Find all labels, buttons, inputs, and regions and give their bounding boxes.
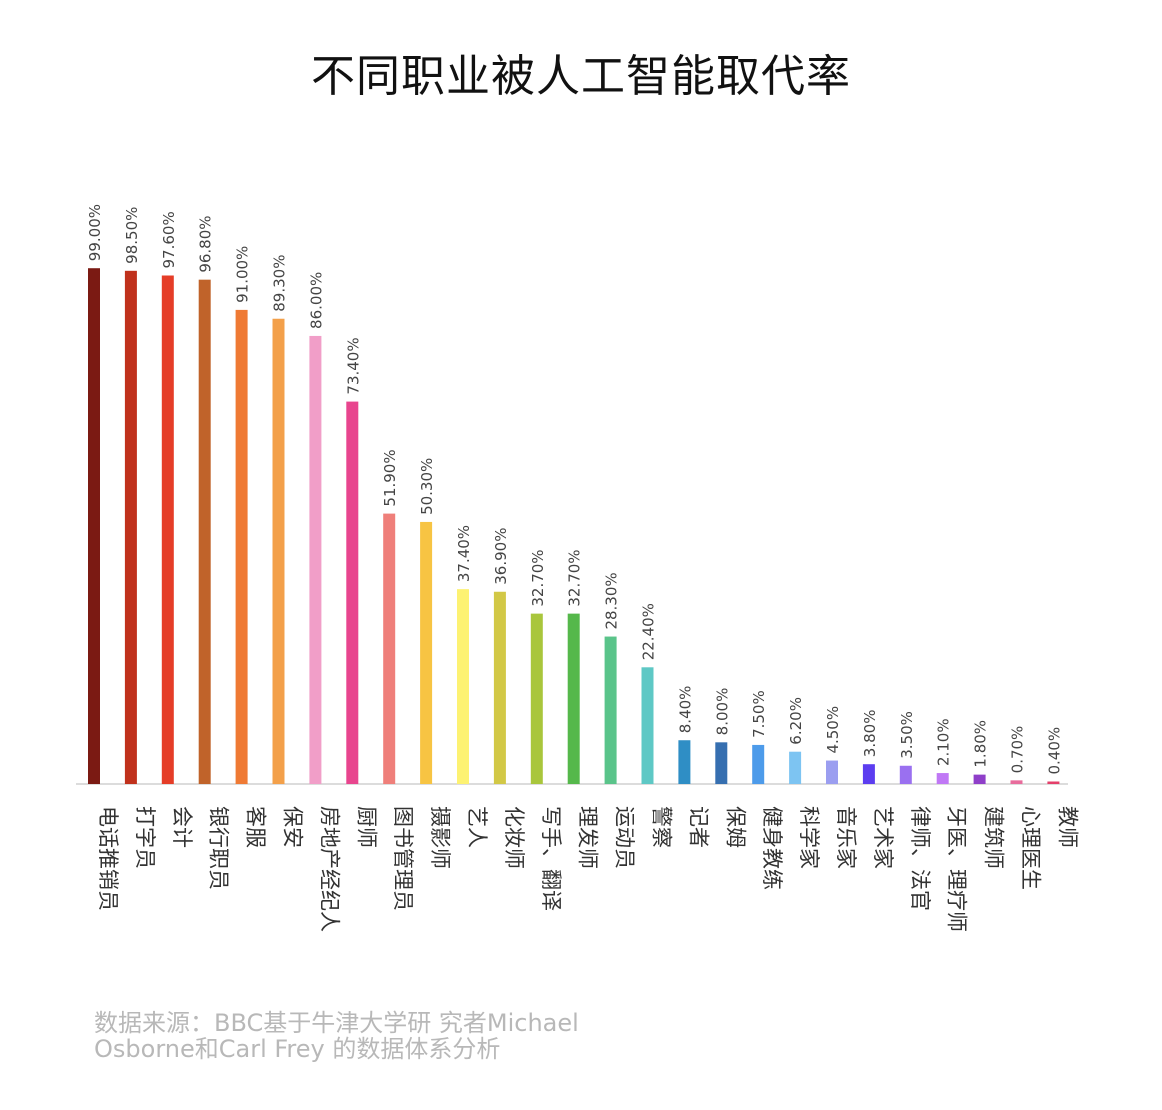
data-label: 28.30% bbox=[603, 572, 621, 629]
category-label: 教师 bbox=[1055, 806, 1079, 848]
data-label: 50.30% bbox=[418, 458, 436, 515]
bar bbox=[198, 279, 211, 784]
category-label: 记者 bbox=[686, 806, 710, 848]
data-label: 37.40% bbox=[455, 525, 473, 582]
data-label: 32.70% bbox=[529, 549, 547, 606]
data-label: 32.70% bbox=[566, 549, 584, 606]
bar bbox=[309, 335, 322, 784]
bar bbox=[899, 765, 912, 784]
bar bbox=[88, 268, 100, 785]
bar bbox=[530, 613, 543, 784]
bar bbox=[789, 751, 802, 784]
bar bbox=[604, 636, 617, 784]
data-label: 97.60% bbox=[160, 211, 178, 268]
category-label: 心理医生 bbox=[1019, 806, 1043, 890]
bar bbox=[973, 774, 986, 784]
category-label: 化妆师 bbox=[502, 806, 526, 869]
bar bbox=[457, 589, 469, 784]
data-label: 73.40% bbox=[344, 337, 362, 394]
bar bbox=[936, 773, 949, 784]
category-label: 摄影师 bbox=[428, 806, 452, 869]
bar bbox=[826, 760, 838, 784]
data-label: 4.50% bbox=[824, 706, 842, 754]
category-label: 图书管理员 bbox=[391, 806, 415, 911]
bar bbox=[124, 270, 137, 784]
bar bbox=[641, 667, 654, 784]
bar bbox=[567, 613, 580, 784]
category-label: 警察 bbox=[650, 806, 674, 848]
category-label: 律师、法官 bbox=[908, 806, 932, 911]
category-label: 打字员 bbox=[133, 806, 157, 869]
category-label: 银行职员 bbox=[207, 806, 231, 890]
bar bbox=[752, 744, 765, 784]
bar bbox=[862, 764, 875, 784]
bar bbox=[383, 513, 396, 784]
source-line-1: 数据来源：BBC基于牛津大学研 究者Michael bbox=[94, 1009, 579, 1037]
data-label: 2.10% bbox=[935, 718, 953, 766]
category-label: 写手、翻译 bbox=[539, 806, 563, 911]
category-label: 会计 bbox=[170, 806, 194, 848]
category-label: 保安 bbox=[281, 806, 305, 848]
bar bbox=[235, 309, 248, 784]
data-label: 0.70% bbox=[1009, 726, 1027, 774]
data-label: 0.40% bbox=[1045, 727, 1063, 775]
bar-chart: 99.00% 电话推销员 98.50% 打字员 97.60% 会计 96.80% 银行职员 91… bbox=[76, 204, 1079, 932]
data-label: 99.00% bbox=[86, 204, 104, 261]
data-label: 8.40% bbox=[676, 686, 694, 734]
data-label: 1.80% bbox=[972, 720, 990, 768]
bar bbox=[161, 275, 174, 784]
data-source-note: 数据来源：BBC基于牛津大学研 究者Michael Osborne和Carl F… bbox=[94, 1010, 694, 1062]
bar bbox=[715, 742, 728, 784]
data-label: 8.00% bbox=[713, 688, 731, 736]
category-label: 健身教练 bbox=[760, 806, 784, 890]
data-label: 98.50% bbox=[123, 207, 141, 264]
bar bbox=[346, 401, 359, 784]
category-label: 牙医、理疗师 bbox=[945, 806, 969, 932]
bar bbox=[1010, 780, 1023, 784]
data-label: 89.30% bbox=[271, 255, 289, 312]
bar bbox=[1047, 781, 1060, 784]
category-label: 建筑师 bbox=[982, 806, 1006, 869]
category-label: 电话推销员 bbox=[96, 806, 120, 911]
category-label: 房地产经纪人 bbox=[317, 806, 341, 932]
bar bbox=[678, 740, 691, 784]
category-label: 科学家 bbox=[797, 806, 821, 869]
data-label: 96.80% bbox=[197, 215, 215, 272]
category-label: 艺术家 bbox=[871, 806, 895, 869]
category-label: 客服 bbox=[244, 806, 268, 848]
bar bbox=[493, 591, 506, 784]
data-label: 7.50% bbox=[750, 690, 768, 738]
chart-title: 不同职业被人工智能取代率 bbox=[311, 51, 851, 102]
category-label: 理发师 bbox=[576, 806, 600, 869]
data-label: 3.50% bbox=[898, 711, 916, 759]
source-line-2: Osborne和Carl Frey 的数据体系分析 bbox=[94, 1035, 501, 1063]
category-label: 艺人 bbox=[465, 806, 489, 848]
bar bbox=[272, 318, 285, 784]
bar bbox=[420, 521, 433, 784]
data-label: 51.90% bbox=[381, 449, 399, 506]
category-label: 音乐家 bbox=[834, 806, 858, 869]
data-label: 36.90% bbox=[492, 528, 510, 585]
data-label: 91.00% bbox=[234, 246, 252, 303]
category-label: 保姆 bbox=[723, 806, 747, 848]
data-label: 3.80% bbox=[861, 710, 879, 758]
category-label: 厨师 bbox=[354, 806, 378, 848]
data-label: 86.00% bbox=[307, 272, 325, 329]
data-label: 6.20% bbox=[787, 697, 805, 745]
data-label: 22.40% bbox=[640, 603, 658, 660]
category-label: 运动员 bbox=[613, 806, 637, 869]
